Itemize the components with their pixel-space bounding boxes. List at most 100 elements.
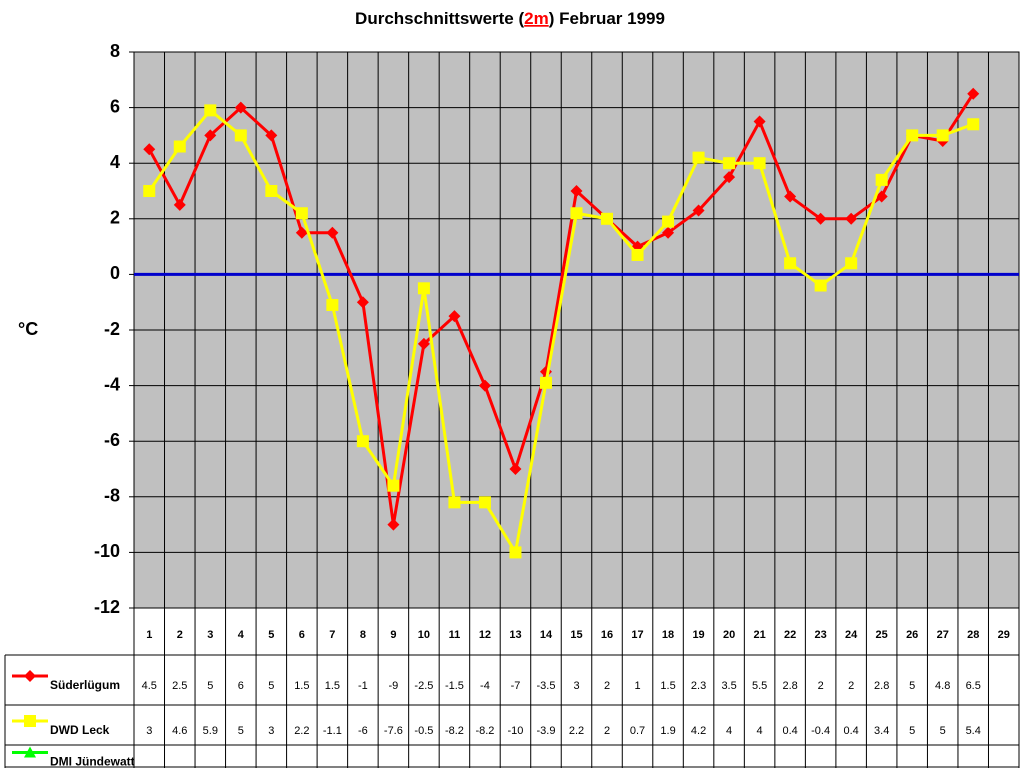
table-value: 2 — [604, 725, 610, 737]
table-value: 4.2 — [691, 725, 706, 737]
marker — [417, 337, 430, 350]
table-value: 5 — [238, 725, 244, 737]
marker — [967, 118, 980, 131]
x-tick-label: 10 — [418, 629, 430, 641]
table-value: 0.4 — [844, 725, 859, 737]
table-value: 1.9 — [660, 725, 675, 737]
marker — [509, 463, 522, 475]
title-part: ) Februar 1999 — [549, 9, 665, 28]
marker — [570, 207, 583, 220]
marker — [692, 204, 705, 217]
marker — [24, 746, 36, 758]
marker — [509, 546, 522, 559]
marker — [845, 212, 858, 225]
table-value: -1 — [358, 680, 368, 692]
table-value: 5.9 — [203, 725, 218, 737]
table-value: 3.5 — [721, 680, 736, 692]
table-value: -8.2 — [475, 725, 494, 737]
x-tick-label: 7 — [329, 629, 335, 641]
table-value: 2.5 — [172, 680, 187, 692]
table-value: -6 — [358, 725, 368, 737]
marker — [448, 310, 461, 323]
marker — [326, 298, 339, 311]
y-tick-label: -2 — [104, 319, 120, 339]
marker — [845, 257, 858, 270]
legend-label: DMI Jündewatt — [50, 755, 135, 768]
marker — [539, 376, 552, 389]
marker — [143, 185, 156, 197]
y-tick-label: 6 — [110, 96, 120, 116]
marker — [723, 171, 736, 184]
y-tick-label: -4 — [104, 374, 120, 394]
marker — [478, 379, 491, 392]
y-tick-label: -10 — [94, 541, 120, 561]
marker — [875, 173, 888, 186]
y-tick-label: 4 — [110, 152, 120, 172]
table-value: -8.2 — [445, 725, 464, 737]
x-tick-label: 17 — [631, 629, 643, 641]
table-value: 3 — [573, 680, 579, 692]
table-value: -10 — [508, 725, 524, 737]
table-value: -9 — [389, 680, 399, 692]
table-value: 5.4 — [966, 725, 981, 737]
table-value: 4.8 — [935, 680, 950, 692]
table-value: 2 — [848, 680, 854, 692]
legend-label: Süderlügum — [50, 678, 120, 692]
table-value: -7 — [511, 680, 521, 692]
marker — [173, 140, 186, 153]
x-tick-label: 15 — [570, 629, 582, 641]
table-value: -1.1 — [323, 725, 342, 737]
table-value: 3 — [268, 725, 274, 737]
x-tick-label: 25 — [876, 629, 888, 641]
y-tick-label: -8 — [104, 486, 120, 506]
table-value: -0.4 — [811, 725, 830, 737]
table-value: 5 — [909, 725, 915, 737]
table-value: 5 — [940, 725, 946, 737]
x-tick-label: 6 — [299, 629, 305, 641]
title-part: Durchschnittswerte ( — [355, 9, 524, 28]
table-value: 5 — [207, 680, 213, 692]
marker — [295, 226, 308, 239]
table-value: 3 — [146, 725, 152, 737]
table-value: 4 — [757, 725, 763, 737]
marker — [387, 479, 400, 492]
table-value: -3.9 — [536, 725, 555, 737]
x-tick-label: 4 — [238, 629, 245, 641]
table-value: 1.5 — [294, 680, 309, 692]
y-tick-label: -12 — [94, 597, 120, 617]
table-value: -3.5 — [536, 680, 555, 692]
marker — [814, 279, 827, 292]
marker — [753, 157, 766, 170]
marker — [265, 185, 278, 197]
x-tick-label: 21 — [753, 629, 765, 641]
marker — [570, 185, 583, 197]
table-value: 2.2 — [569, 725, 584, 737]
table-value: 2 — [818, 680, 824, 692]
table-value: -7.6 — [384, 725, 403, 737]
marker — [478, 496, 491, 509]
y-tick-label: 0 — [110, 263, 120, 283]
marker — [936, 129, 949, 142]
marker — [692, 151, 705, 164]
title-highlight: 2m — [524, 9, 549, 28]
y-tick-label: 2 — [110, 208, 120, 228]
table-value: 1 — [634, 680, 640, 692]
marker — [753, 115, 766, 128]
marker — [234, 129, 247, 142]
marker — [448, 496, 461, 509]
table-value: -2.5 — [414, 680, 433, 692]
table-value: 0.4 — [782, 725, 797, 737]
marker — [204, 104, 217, 117]
x-tick-label: 9 — [390, 629, 396, 641]
marker — [875, 190, 888, 203]
series-line — [148, 108, 974, 557]
x-tick-label: 16 — [601, 629, 613, 641]
marker — [601, 212, 614, 225]
x-tick-label: 28 — [967, 629, 979, 641]
marker — [326, 226, 339, 239]
table-value: 1.5 — [660, 680, 675, 692]
marker — [967, 87, 980, 100]
table-value: 3.4 — [874, 725, 889, 737]
table-value: 5 — [909, 680, 915, 692]
